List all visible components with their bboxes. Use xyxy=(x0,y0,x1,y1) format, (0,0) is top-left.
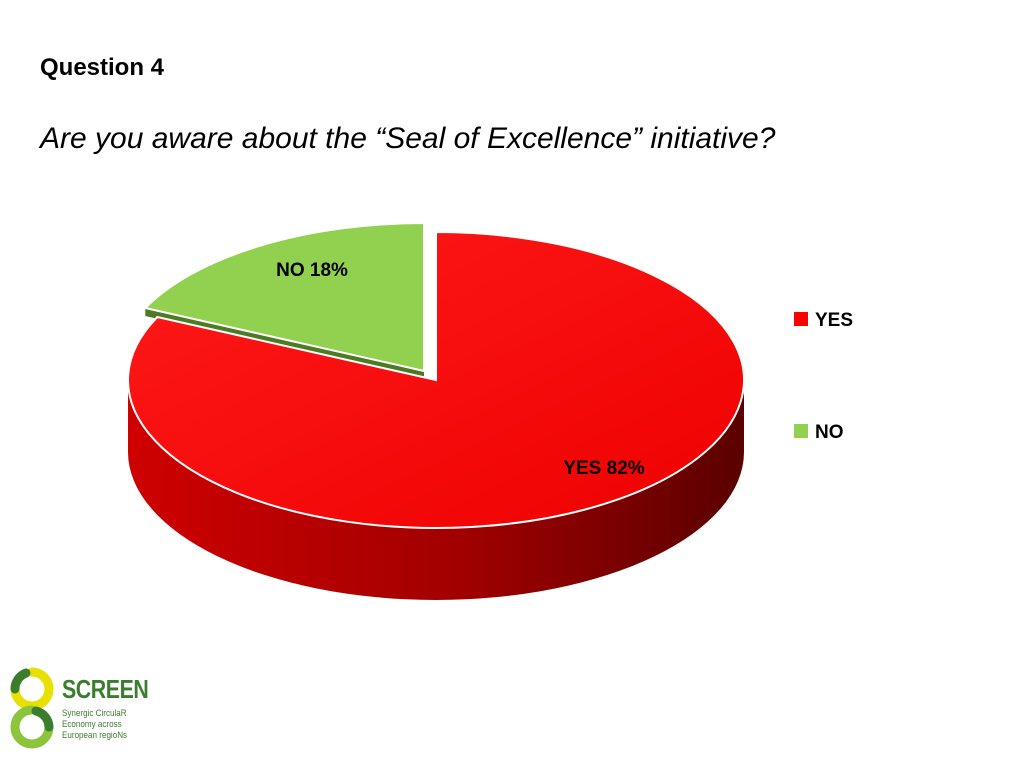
legend-label-yes: YES xyxy=(815,310,853,331)
slide-question: Are you aware about the “Seal of Excelle… xyxy=(40,122,776,155)
data-label-yes: YES 82% xyxy=(563,458,644,479)
legend-item-yes: YES xyxy=(794,310,853,331)
logo-tagline: Synergic CirculaR Economy across Europea… xyxy=(62,708,128,741)
pie-slice-no xyxy=(143,221,425,373)
legend-label-no: NO xyxy=(815,422,844,443)
slide-heading: Question 4 xyxy=(40,54,165,81)
screen-logo: SCREEN Synergic CirculaR Economy across … xyxy=(6,666,149,750)
legend-swatch-no xyxy=(794,424,808,438)
pie-slice-yes xyxy=(127,230,745,529)
screen-logo-mark-icon xyxy=(10,667,54,749)
legend-swatch-yes xyxy=(794,312,808,326)
logo-name: SCREEN xyxy=(62,674,149,704)
data-label-no: NO 18% xyxy=(276,260,348,281)
pie-slice-side-yes xyxy=(128,380,744,600)
legend-item-no: NO xyxy=(794,422,844,443)
